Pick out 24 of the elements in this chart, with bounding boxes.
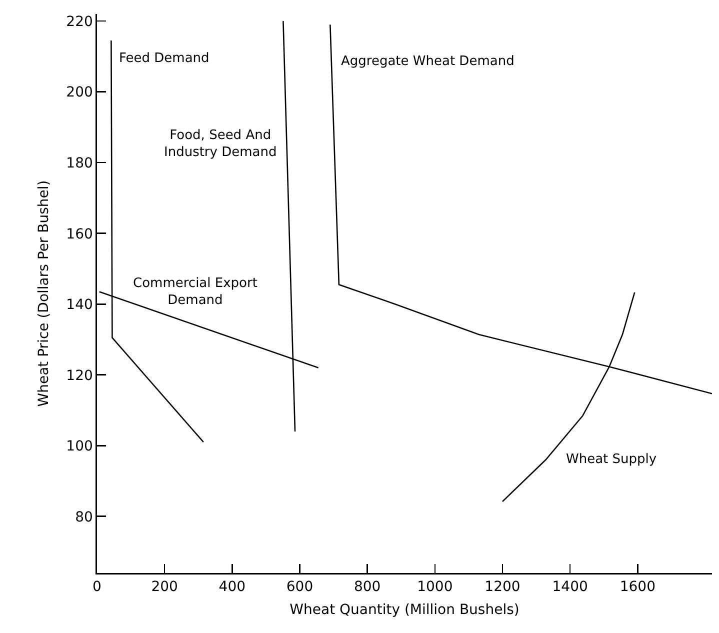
y-tick-label: 160 bbox=[66, 226, 93, 242]
y-tick-label: 220 bbox=[66, 14, 93, 30]
y-tick-label: 100 bbox=[66, 438, 93, 455]
series-label: Aggregate Wheat Demand bbox=[341, 54, 514, 69]
x-tick-label: 1200 bbox=[484, 579, 520, 596]
series-label: Feed Demand bbox=[119, 51, 210, 66]
y-tick-label: 140 bbox=[66, 297, 93, 314]
x-tick-label: 1600 bbox=[620, 579, 656, 596]
x-tick-label: 400 bbox=[218, 579, 246, 596]
x-tick-label: 1400 bbox=[552, 579, 588, 596]
series-label: Food, Seed And Industry Demand bbox=[164, 128, 277, 160]
x-tick-label: 200 bbox=[151, 579, 178, 596]
y-tick-label: 180 bbox=[66, 155, 93, 172]
series-label: Wheat Supply bbox=[566, 452, 657, 467]
y-tick-label: 120 bbox=[66, 368, 93, 384]
y-tick-label: 200 bbox=[66, 84, 93, 101]
x-tick-label: 0 bbox=[92, 579, 102, 596]
y-axis-title: Wheat Price (Dollars Per Bushel) bbox=[36, 180, 52, 407]
x-tick-label: 800 bbox=[354, 579, 381, 596]
series-label: Commercial Export Demand bbox=[133, 276, 258, 308]
y-tick-label: 80 bbox=[75, 509, 93, 526]
x-axis-title: Wheat Quantity (Million Bushels) bbox=[290, 602, 520, 618]
x-tick-label: 600 bbox=[286, 579, 314, 596]
x-tick-label: 1000 bbox=[417, 579, 453, 596]
